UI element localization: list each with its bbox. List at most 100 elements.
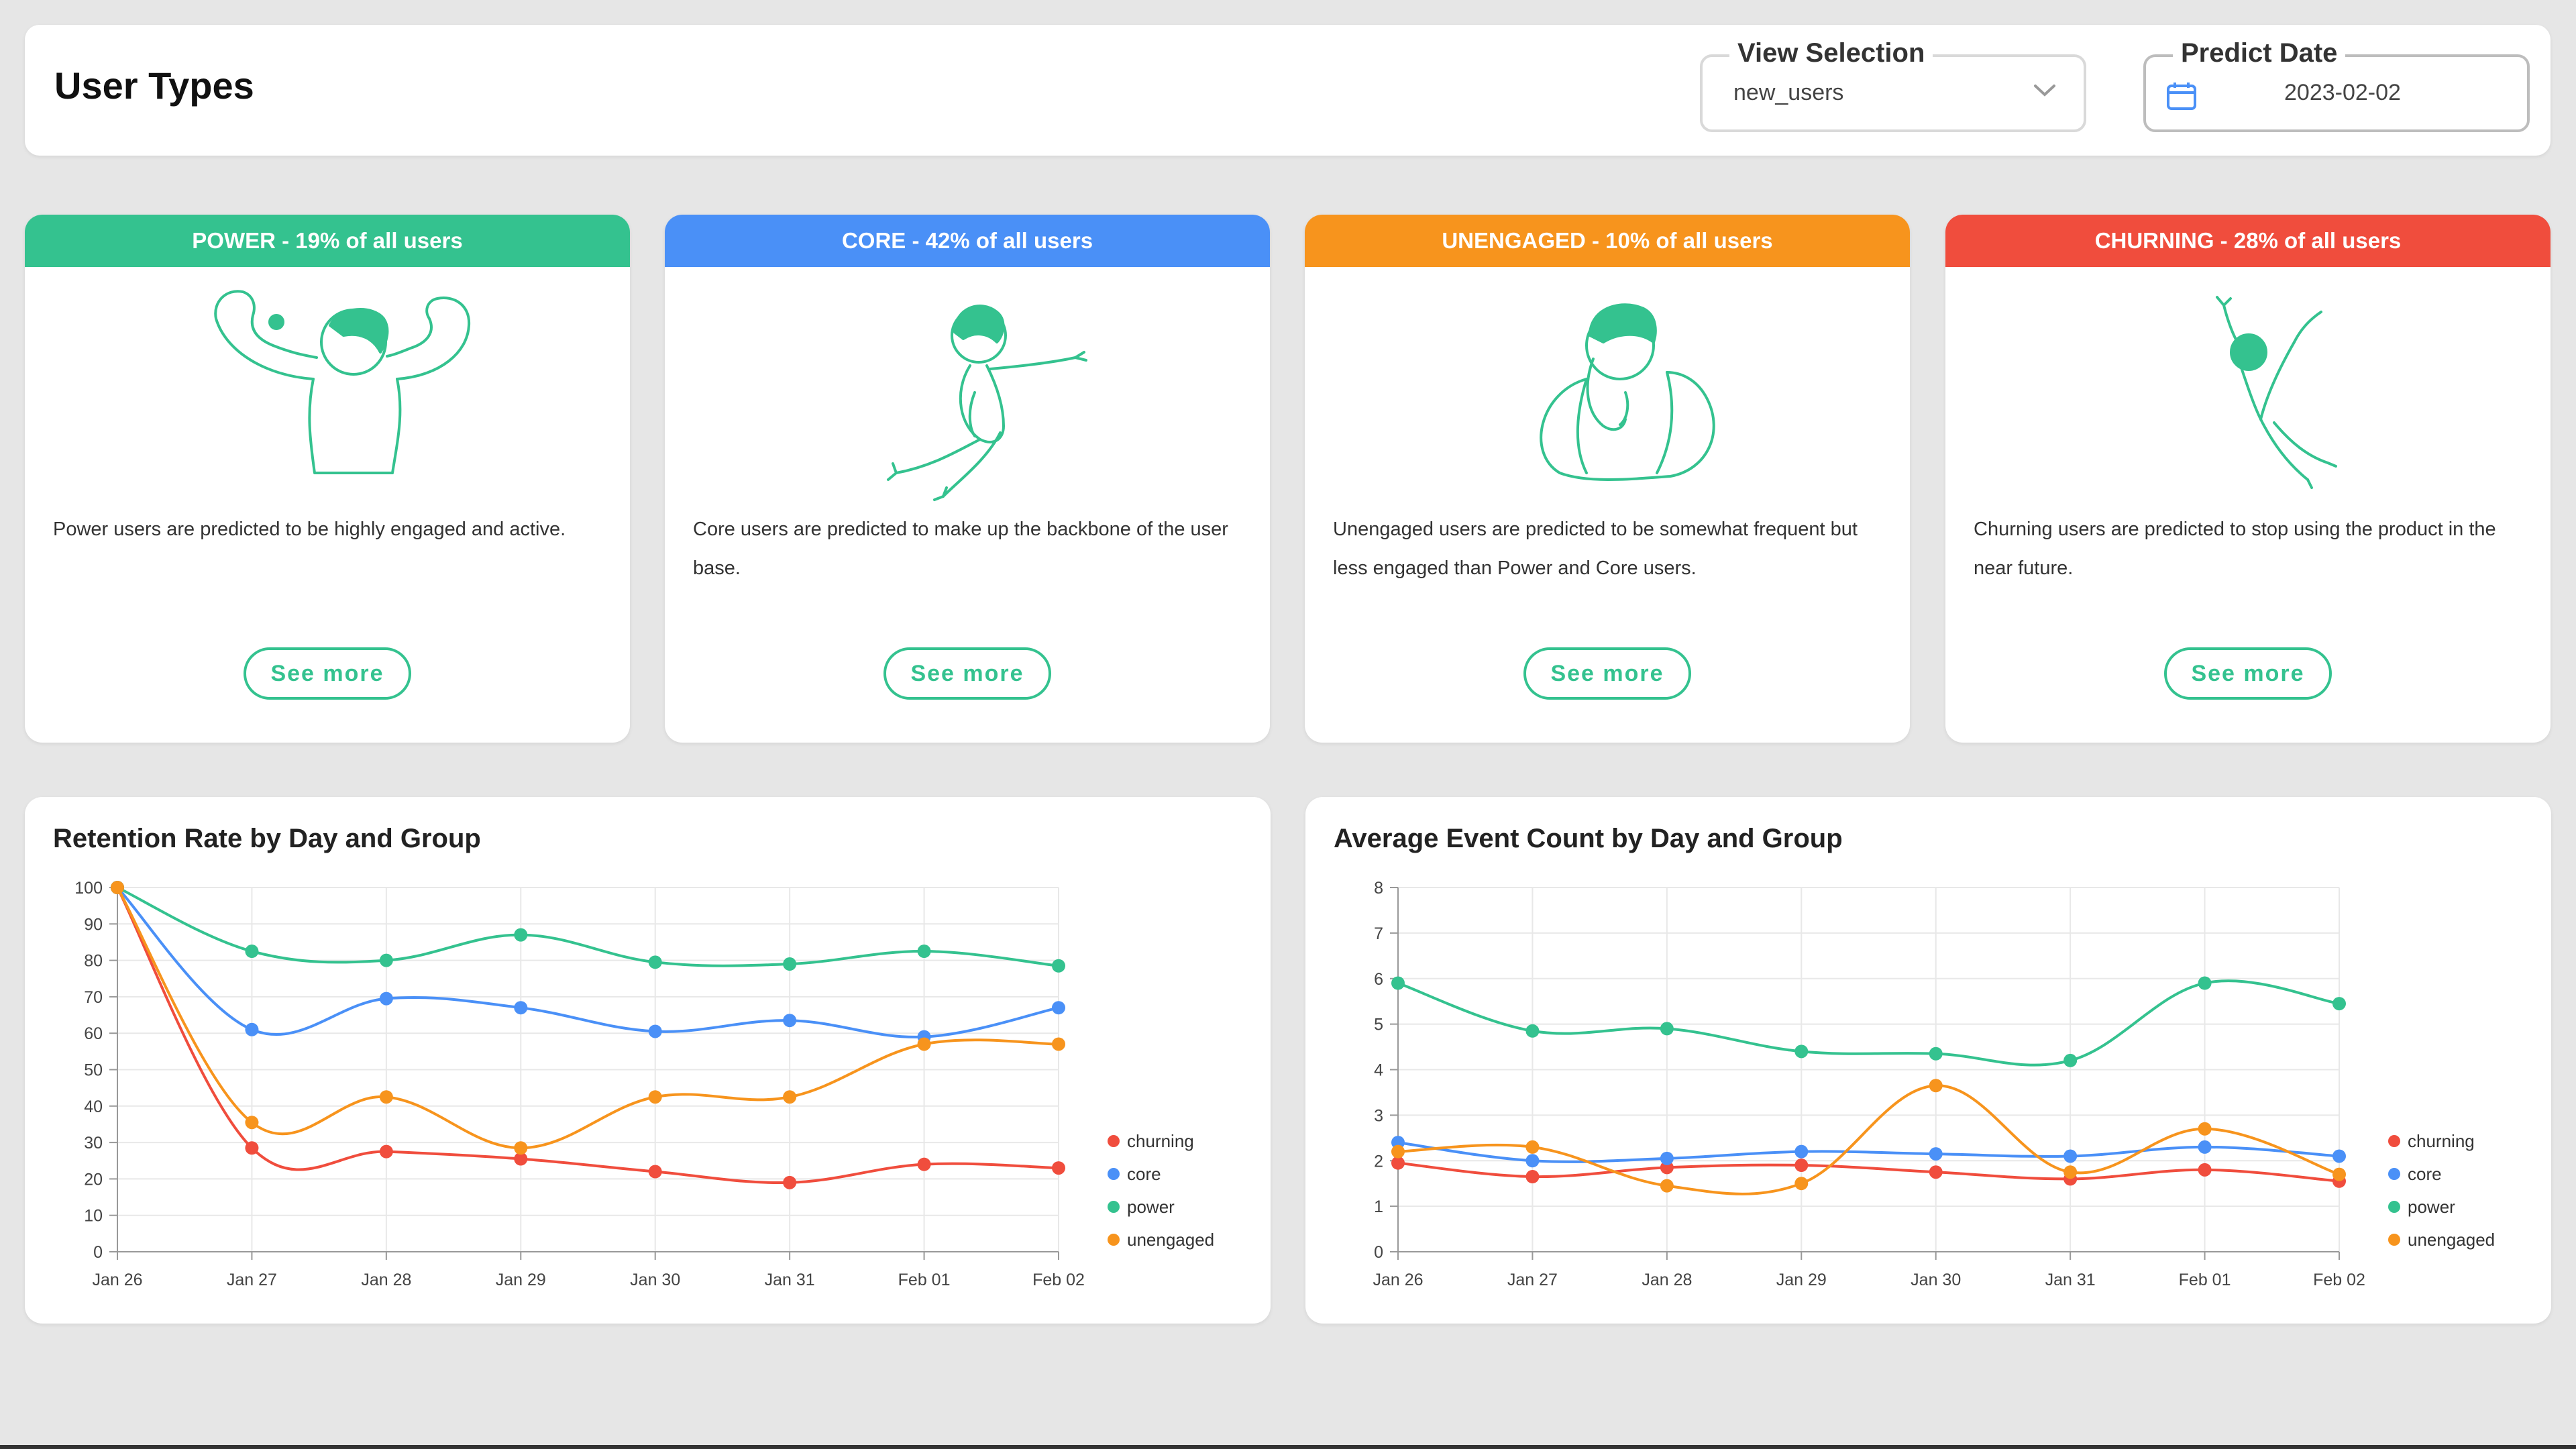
point-unengaged: [245, 1116, 259, 1130]
legend-label-unengaged: unengaged: [2408, 1230, 2495, 1250]
predict-date-label: Predict Date: [2173, 38, 2346, 68]
page-title: User Types: [54, 64, 254, 107]
x-tick-label: Jan 28: [361, 1271, 411, 1289]
x-tick-label: Jan 29: [496, 1271, 546, 1289]
calendar-icon[interactable]: [2166, 81, 2197, 114]
unengaged-see-more-button[interactable]: See more: [1523, 647, 1691, 700]
core-card-description: Core users are predicted to make up the …: [693, 519, 1228, 579]
legend-label-churning: churning: [1127, 1131, 1194, 1151]
y-tick-label: 8: [1374, 879, 1383, 898]
y-tick-label: 60: [84, 1024, 103, 1043]
event-count-chart-title: Average Event Count by Day and Group: [1334, 824, 1843, 853]
power-card: POWER - 19% of all users Power users are…: [25, 215, 630, 743]
core-card-header: CORE - 42% of all users: [665, 215, 1270, 267]
point-core: [783, 1014, 797, 1028]
point-churning: [648, 1165, 662, 1179]
legend-marker-core: [1108, 1168, 1120, 1180]
point-core: [648, 1024, 662, 1038]
y-tick-label: 3: [1374, 1106, 1383, 1125]
jumping-person-icon: [887, 305, 1087, 501]
point-churning: [1052, 1161, 1065, 1175]
unengaged-card-description: Unengaged users are predicted to be some…: [1333, 519, 1858, 579]
x-tick-label: Feb 01: [898, 1271, 951, 1289]
x-tick-label: Jan 31: [765, 1271, 815, 1289]
point-core: [1052, 1001, 1065, 1015]
y-tick-label: 2: [1374, 1152, 1383, 1171]
x-tick-label: Jan 30: [1911, 1271, 1961, 1289]
view-selection-dropdown[interactable]: View Selection new_users: [1700, 38, 2086, 132]
point-unengaged: [379, 1090, 393, 1104]
point-power: [1660, 1022, 1674, 1036]
power-see-more-button[interactable]: See more: [244, 647, 411, 700]
y-tick-label: 20: [84, 1170, 103, 1189]
legend-label-churning: churning: [2408, 1131, 2475, 1151]
point-core: [245, 1022, 259, 1036]
point-churning: [1794, 1159, 1809, 1173]
point-unengaged: [111, 881, 124, 894]
legend-label-unengaged: unengaged: [1127, 1230, 1214, 1250]
point-churning: [1391, 1156, 1405, 1170]
legend-marker-core: [2388, 1168, 2400, 1180]
point-unengaged: [1794, 1177, 1809, 1191]
point-churning: [917, 1157, 931, 1171]
point-unengaged: [1660, 1179, 1674, 1193]
series-line-unengaged: [116, 887, 1059, 1150]
y-tick-label: 4: [1374, 1061, 1383, 1080]
predict-date-field[interactable]: Predict Date 2023-02-02: [2143, 38, 2530, 132]
point-churning: [2198, 1163, 2212, 1177]
point-core: [1525, 1154, 1540, 1168]
falling-person-icon: [2216, 296, 2337, 489]
point-churning: [1525, 1170, 1540, 1184]
x-tick-label: Jan 31: [2045, 1271, 2096, 1289]
event-count-chart-panel: Average Event Count by Day and Group 0 1 2…: [1305, 797, 2551, 1324]
x-tick-label: Jan 28: [1642, 1271, 1692, 1289]
series-line-core: [116, 886, 1059, 1038]
point-churning: [783, 1175, 797, 1189]
chart-grid: [1390, 887, 2340, 1260]
power-card-header: POWER - 19% of all users: [25, 215, 630, 267]
churning-card: CHURNING - 28% of all users Churning use…: [1945, 215, 2551, 743]
series-line-power: [1397, 979, 2340, 1067]
y-tick-label: 10: [84, 1207, 103, 1226]
point-power: [379, 953, 393, 967]
series-line-churning: [116, 887, 1059, 1185]
x-tick-label: Feb 02: [1032, 1271, 1085, 1289]
chart-grid: [109, 887, 1059, 1260]
point-power: [648, 955, 662, 969]
point-unengaged: [917, 1037, 931, 1051]
x-tick-label: Jan 26: [1373, 1271, 1423, 1289]
point-unengaged: [1929, 1079, 1943, 1093]
point-unengaged: [514, 1141, 528, 1155]
point-unengaged: [1052, 1037, 1065, 1051]
point-churning: [1929, 1165, 1943, 1179]
point-power: [514, 928, 528, 942]
legend-label-core: core: [1127, 1164, 1161, 1184]
series-line-unengaged: [1397, 1084, 2340, 1195]
y-tick-label: 1: [1374, 1197, 1383, 1216]
predict-date-value: 2023-02-02: [2284, 80, 2401, 105]
point-power: [1052, 959, 1065, 973]
y-tick-label: 7: [1374, 924, 1383, 943]
point-power: [2198, 976, 2212, 990]
point-power: [1525, 1024, 1540, 1038]
unengaged-card-header: UNENGAGED - 10% of all users: [1305, 215, 1910, 267]
point-core: [2198, 1140, 2212, 1154]
y-tick-label: 90: [84, 915, 103, 934]
y-tick-label: 70: [84, 988, 103, 1007]
point-unengaged: [1391, 1144, 1405, 1159]
core-card: CORE - 42% of all users Core users are p…: [665, 215, 1270, 743]
x-tick-label: Feb 01: [2179, 1271, 2231, 1289]
churning-see-more-button[interactable]: See more: [2164, 647, 2332, 700]
y-tick-label: 50: [84, 1061, 103, 1080]
point-core: [514, 1001, 528, 1015]
unengaged-card: UNENGAGED - 10% of all users Unengaged u…: [1305, 215, 1910, 743]
core-see-more-button[interactable]: See more: [883, 647, 1051, 700]
legend-marker-churning: [2388, 1135, 2400, 1147]
point-churning: [379, 1144, 393, 1159]
point-power: [2332, 997, 2346, 1011]
x-tick-label: Jan 27: [1507, 1271, 1558, 1289]
point-unengaged: [2063, 1165, 2078, 1179]
point-power: [2063, 1053, 2078, 1067]
point-power: [1929, 1046, 1943, 1061]
legend-marker-power: [1108, 1201, 1120, 1213]
